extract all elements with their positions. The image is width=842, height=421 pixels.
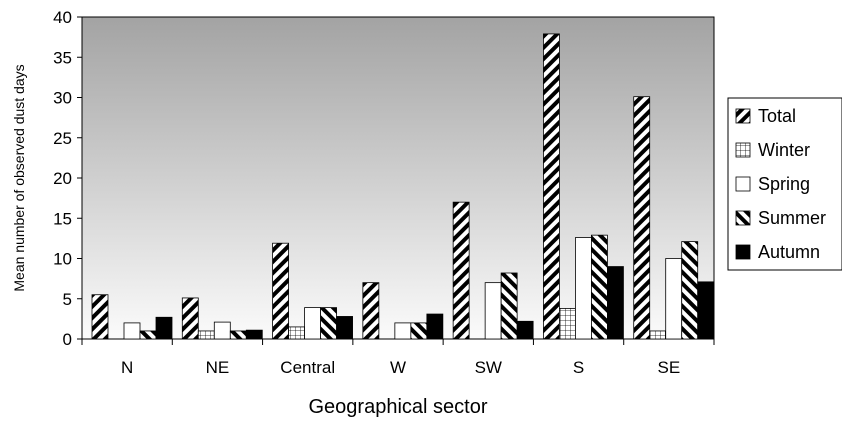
- bar-total-ne: [181, 297, 199, 340]
- legend-swatch-winter: [735, 142, 751, 158]
- bar-winter-se: [649, 330, 667, 340]
- legend-label-summer: Summer: [758, 208, 826, 228]
- legend-swatch-spring: [735, 176, 751, 192]
- bar-total-se: [633, 96, 651, 340]
- y-tick-label: 10: [53, 250, 72, 269]
- legend: Total Winter Spring Summer Autumn: [727, 97, 842, 271]
- bar-winter-central: [288, 326, 305, 340]
- axes: 0 5 10 15 20 25 30 35 40 N NE Central W SW S SE: [53, 8, 715, 377]
- bar-total-s: [543, 33, 560, 340]
- bar-spring-n: [123, 322, 141, 340]
- bar-spring-se: [665, 258, 683, 340]
- x-tick-label: N: [121, 358, 133, 377]
- bar-summer-sw: [500, 272, 518, 340]
- bar-summer-s: [591, 234, 608, 340]
- bar-winter-s: [559, 308, 576, 340]
- x-tick-label: W: [390, 358, 406, 377]
- y-tick-label: 15: [53, 209, 72, 228]
- legend-swatch-summer: [735, 210, 751, 226]
- bar-total-central: [272, 242, 289, 340]
- y-tick-label: 30: [53, 89, 72, 108]
- bar-spring-central: [304, 307, 321, 340]
- legend-swatch-autumn: [735, 244, 751, 260]
- bar-spring-sw: [484, 282, 502, 340]
- x-tick-label: SW: [475, 358, 502, 377]
- y-tick-label: 35: [53, 48, 72, 67]
- y-tick-label: 40: [53, 8, 72, 27]
- legend-label-spring: Spring: [758, 174, 810, 194]
- x-tick-label: NE: [206, 358, 230, 377]
- bar-autumn-ne: [245, 329, 263, 340]
- legend-swatch-total: [735, 108, 751, 124]
- bar-autumn-sw: [516, 320, 534, 340]
- bar-summer-se: [681, 241, 699, 340]
- y-tick-label: 0: [63, 330, 72, 349]
- legend-label-total: Total: [758, 106, 796, 126]
- y-axis-label: Mean number of observed dust days: [11, 64, 27, 291]
- x-axis-label: Geographical sector: [309, 396, 488, 418]
- x-tick-label: Central: [280, 358, 335, 377]
- bar-total-n: [91, 294, 109, 340]
- bar-total-sw: [452, 201, 470, 340]
- bar-summer-w: [410, 322, 428, 340]
- y-tick-label: 25: [53, 129, 72, 148]
- bar-summer-ne: [229, 330, 247, 340]
- legend-label-winter: Winter: [758, 140, 810, 160]
- bar-autumn-s: [607, 266, 624, 340]
- bar-autumn-w: [426, 313, 444, 340]
- bar-summer-n: [139, 330, 157, 340]
- bar-autumn-central: [336, 316, 353, 340]
- bar-autumn-n: [155, 316, 173, 340]
- y-tick-label: 5: [63, 290, 72, 309]
- bar-spring-ne: [213, 321, 231, 340]
- bar-spring-s: [575, 237, 592, 340]
- bars: [91, 33, 715, 340]
- x-tick-label: SE: [658, 358, 681, 377]
- x-tick-label: S: [573, 358, 584, 377]
- legend-label-autumn: Autumn: [758, 242, 820, 262]
- bar-total-w: [362, 282, 380, 340]
- bar-autumn-se: [697, 281, 715, 340]
- bar-winter-ne: [197, 330, 215, 340]
- bar-spring-w: [394, 322, 412, 340]
- y-tick-label: 20: [53, 169, 72, 188]
- bar-summer-central: [320, 307, 337, 340]
